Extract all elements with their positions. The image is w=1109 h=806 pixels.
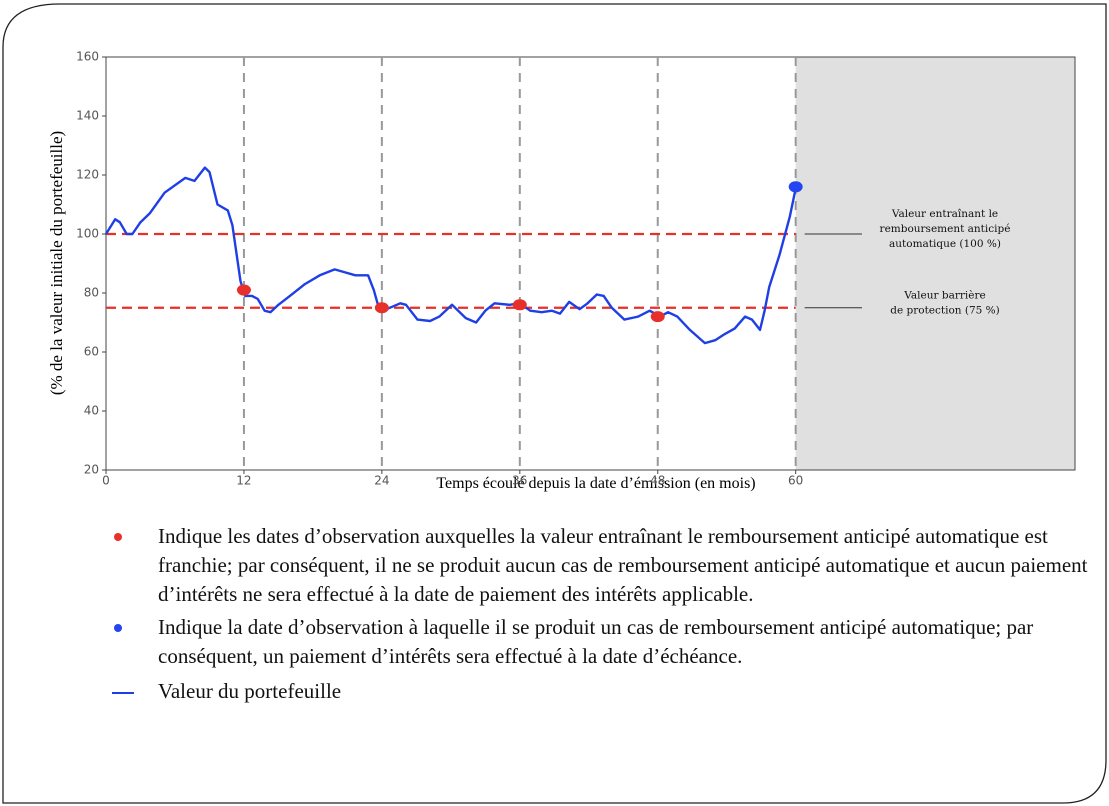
legend-symbol — [114, 533, 122, 541]
x-tick-label: 48 — [650, 474, 665, 488]
y-tick-label: 40 — [84, 404, 99, 418]
y-tick-label: 100 — [76, 227, 99, 241]
y-tick-label: 140 — [76, 109, 99, 123]
legend-text: Valeur du portefeuille — [158, 679, 342, 703]
legend-item: Valeur du portefeuille — [110, 677, 1090, 706]
x-tick-label: 60 — [788, 474, 803, 488]
plot-area — [105, 56, 1076, 471]
y-tick-label: 60 — [84, 345, 99, 359]
y-tick-label: 120 — [76, 168, 99, 182]
annotation-text: Valeur entraînant le — [891, 208, 998, 220]
x-tick-label: 12 — [236, 474, 251, 488]
legend-item: Indique la date d’observation à laquelle… — [110, 613, 1090, 671]
legend-symbol — [114, 624, 122, 632]
annotation-text: Valeur barrière — [903, 289, 985, 301]
y-tick-label: 80 — [84, 286, 99, 300]
annotation-text: remboursement anticipé — [880, 223, 1011, 235]
observation-point — [236, 284, 251, 296]
y-tick-label: 20 — [84, 463, 99, 477]
observation-point — [650, 311, 665, 323]
legend: Indique les dates d’observation auxquell… — [110, 522, 1090, 710]
observation-point — [512, 299, 527, 311]
legend-item: Indique les dates d’observation auxquell… — [110, 522, 1090, 609]
y-axis-label: (% de la valeur initiale du portefeuille… — [47, 131, 66, 395]
observation-point — [374, 302, 389, 314]
x-tick-label: 0 — [102, 474, 110, 488]
x-tick-label: 24 — [374, 474, 389, 488]
legend-text: Indique les dates d’observation auxquell… — [158, 524, 1088, 606]
shaded-region — [795, 57, 1075, 470]
observation-point — [788, 181, 803, 193]
annotation-text: automatique (100 %) — [889, 238, 1001, 250]
portfolio-line — [104, 166, 797, 345]
y-tick-label: 160 — [76, 50, 99, 64]
legend-symbol — [112, 692, 134, 694]
annotation-text: de protection (75 %) — [890, 304, 1000, 316]
x-axis-label: Temps écoulé depuis la date d’émission (… — [436, 475, 755, 492]
legend-text: Indique la date d’observation à laquelle… — [158, 615, 1034, 668]
x-tick-label: 36 — [512, 474, 527, 488]
frame — [2, 3, 1107, 804]
